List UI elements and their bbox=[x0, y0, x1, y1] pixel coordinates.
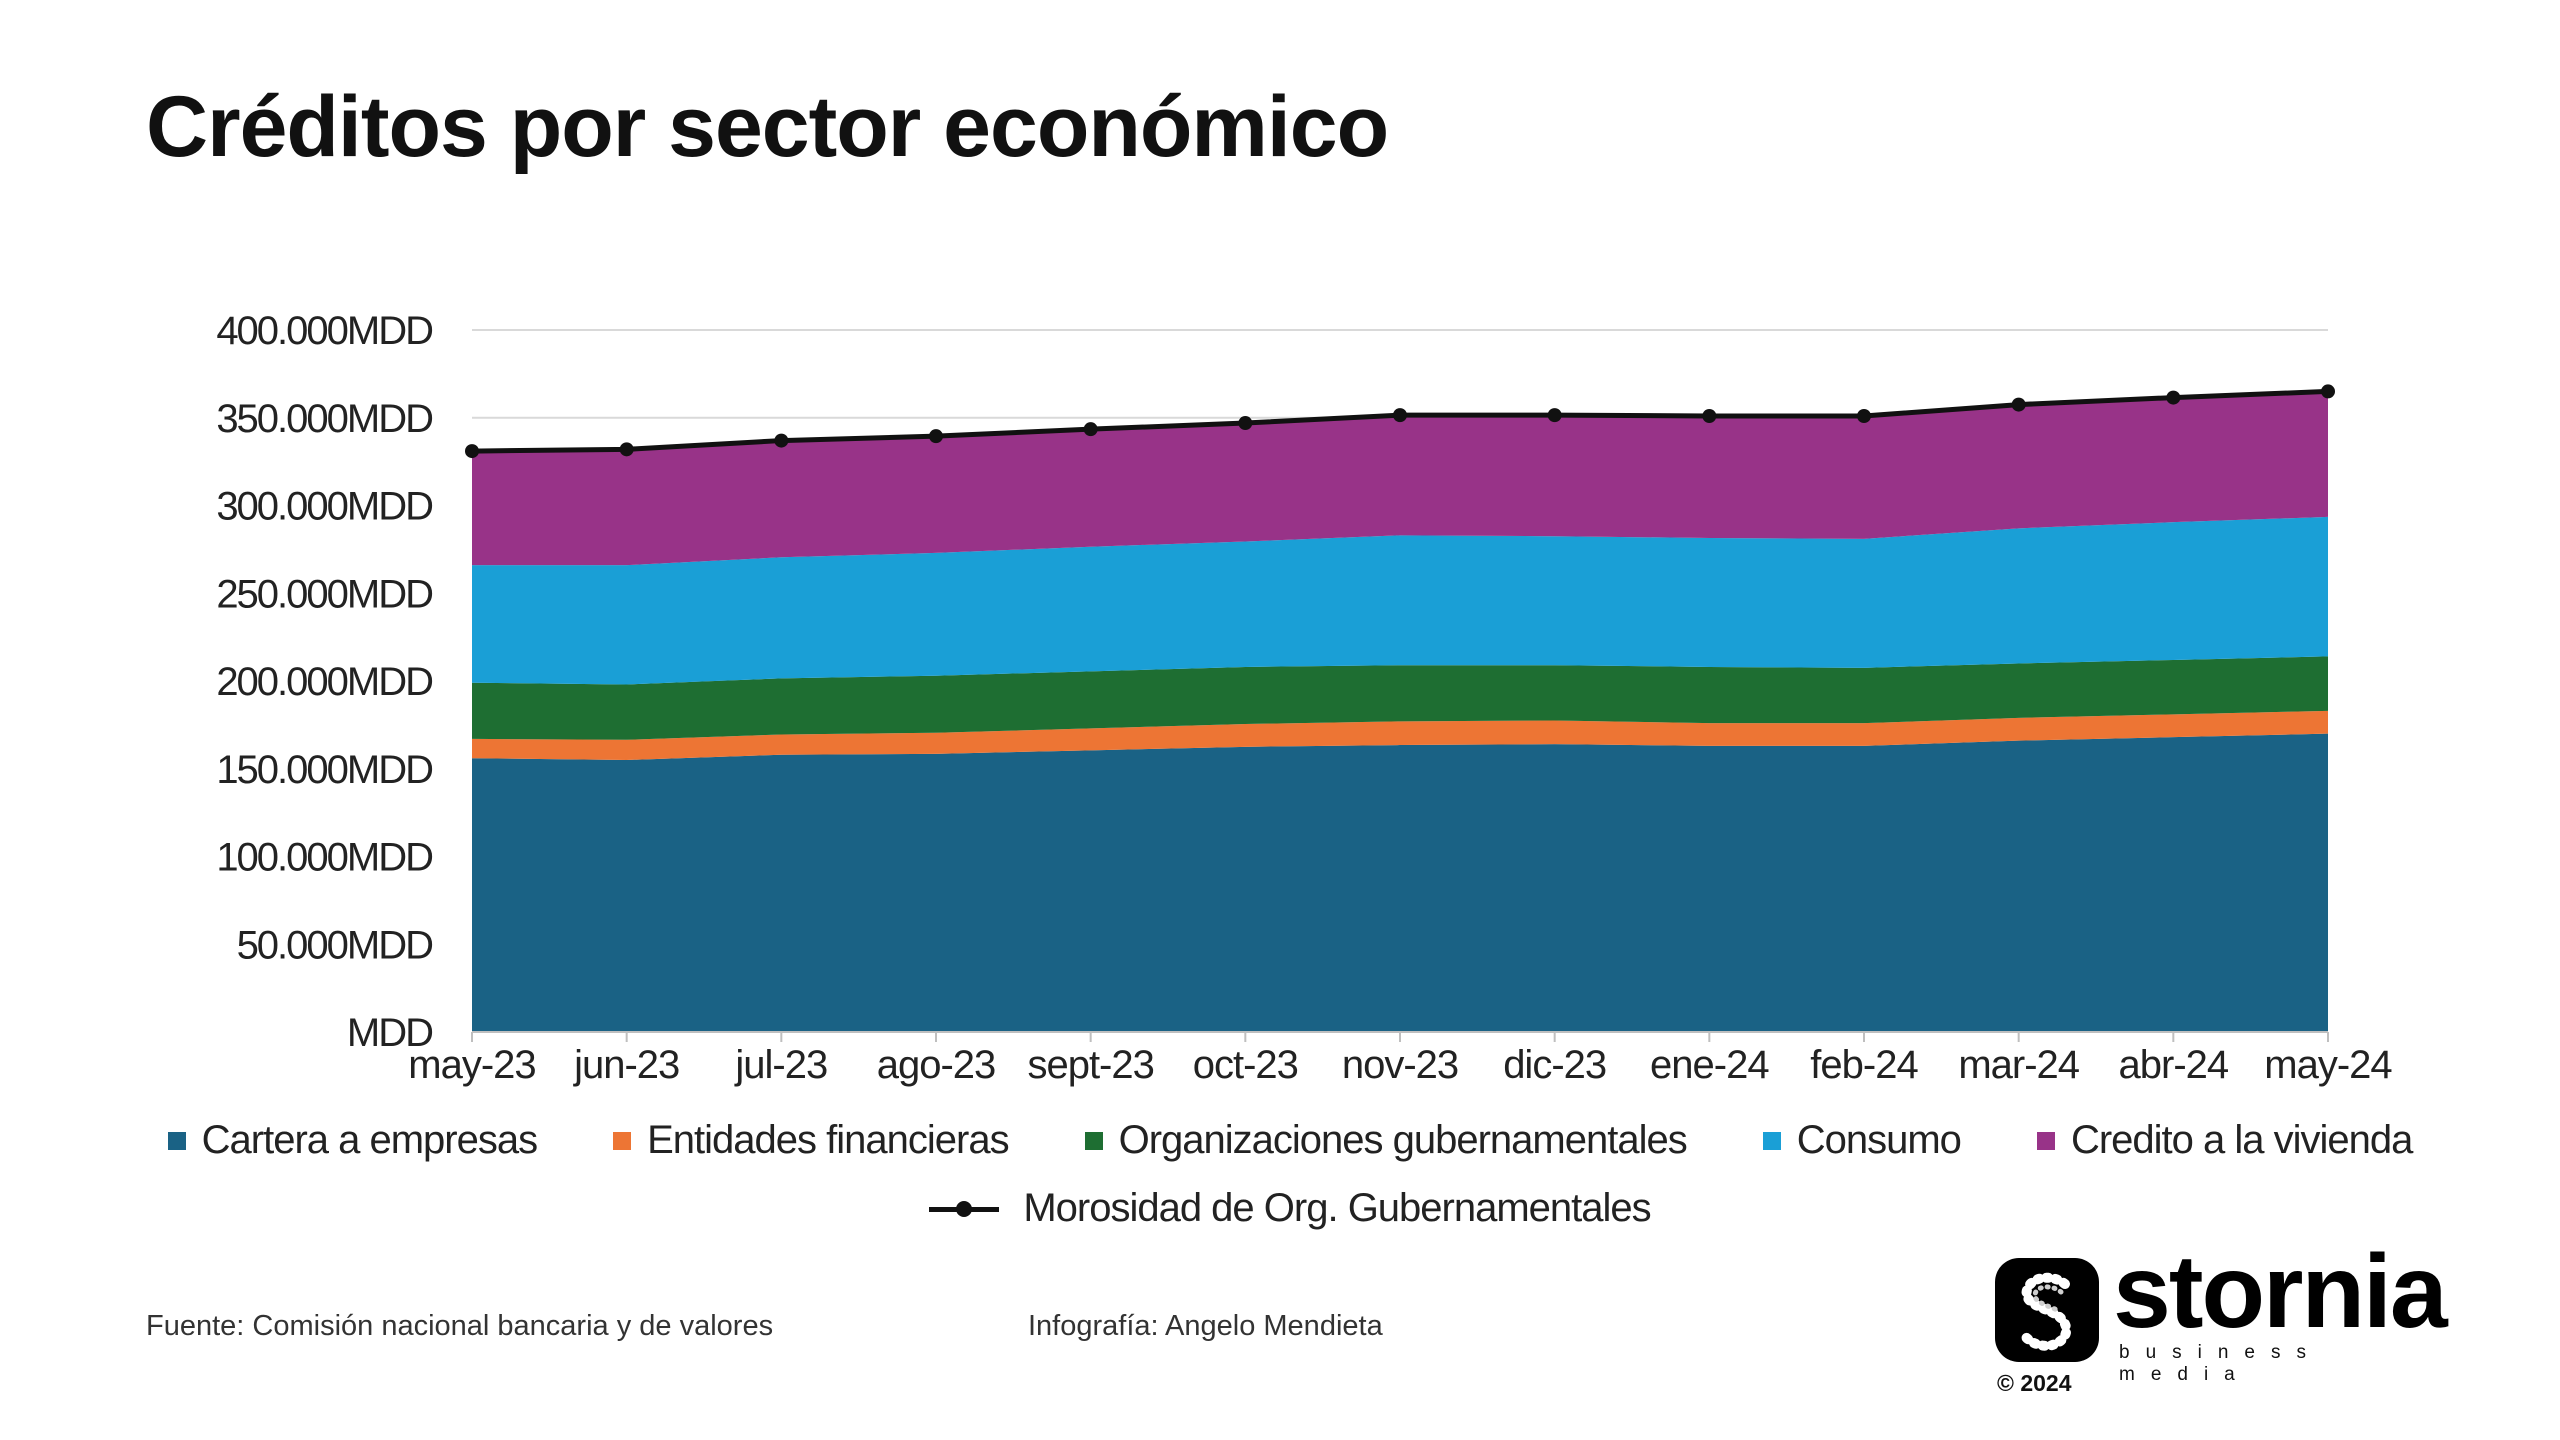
legend-swatch bbox=[2036, 1131, 2055, 1150]
x-tick-label: ago-23 bbox=[877, 1043, 996, 1087]
legend-label: Cartera a empresas bbox=[201, 1118, 538, 1162]
line-series-point bbox=[1083, 422, 1098, 437]
chart-line-series bbox=[465, 384, 2335, 459]
legend-item-2: Organizaciones gubernamentales bbox=[1084, 1118, 1688, 1163]
y-tick-label: 150.000MDD bbox=[216, 748, 432, 792]
line-series-point bbox=[2166, 390, 2181, 405]
chart-legend: Cartera a empresas Entidades financieras O… bbox=[100, 1118, 2480, 1163]
y-tick-label: 350.000MDD bbox=[216, 397, 432, 441]
y-tick-label: 250.000MDD bbox=[216, 572, 432, 616]
legend-item-4: Credito a la vivienda bbox=[2036, 1118, 2413, 1163]
x-tick-label: dic-23 bbox=[1503, 1043, 1606, 1087]
line-series-point bbox=[929, 429, 943, 444]
legend-swatch bbox=[1762, 1131, 1781, 1150]
area-series-0 bbox=[472, 733, 2328, 1032]
legend-item-line: Morosidad de Org. Gubernamentales bbox=[929, 1186, 1652, 1231]
area-series-3 bbox=[472, 516, 2328, 685]
y-axis-ticks: MDD 50.000MDD 100.000MDD 150.000MDD 200.000M… bbox=[216, 309, 434, 1055]
line-series-point bbox=[1547, 408, 1562, 423]
source-note: Fuente: Comisión nacional bancaria y de … bbox=[146, 1310, 774, 1342]
credit-note: Infografía: Angelo Mendieta bbox=[1028, 1310, 1383, 1342]
x-tick-label: jun-23 bbox=[573, 1043, 679, 1087]
legend-line-label: Morosidad de Org. Gubernamentales bbox=[1023, 1186, 1651, 1230]
x-tick-label: feb-24 bbox=[1810, 1043, 1918, 1087]
line-series-point bbox=[1702, 408, 1717, 423]
x-tick-label: may-24 bbox=[2264, 1043, 2392, 1087]
y-tick-label: 200.000MDD bbox=[216, 660, 432, 704]
legend-label: Organizaciones gubernamentales bbox=[1118, 1118, 1688, 1162]
legend-item-1: Entidades financieras bbox=[613, 1118, 1010, 1163]
legend-label: Consumo bbox=[1796, 1118, 1962, 1162]
y-tick-label: 300.000MDD bbox=[216, 485, 432, 529]
stacked-area-chart: MDD 50.000MDD 100.000MDD 150.000MDD 200.000M… bbox=[216, 309, 2393, 1087]
y-tick-label: 50.000MDD bbox=[237, 923, 433, 967]
area-series-4 bbox=[472, 391, 2328, 566]
legend-label: Entidades financieras bbox=[647, 1118, 1009, 1162]
line-series-point bbox=[2011, 397, 2026, 412]
legend-label: Credito a la vivienda bbox=[2070, 1118, 2413, 1162]
page-title: Créditos por sector económico bbox=[146, 79, 1389, 175]
copyright: © 2024 bbox=[1997, 1370, 2072, 1396]
x-tick-label: oct-23 bbox=[1193, 1043, 1298, 1087]
x-tick-label: sept-23 bbox=[1027, 1043, 1153, 1087]
line-series-point bbox=[2321, 384, 2335, 399]
line-series-point bbox=[619, 442, 634, 457]
legend-line-marker-icon bbox=[929, 1199, 1000, 1219]
legend-swatch bbox=[167, 1131, 186, 1150]
x-tick-label: mar-24 bbox=[1958, 1043, 2079, 1087]
x-axis-ticks: may-23 jun-23 jul-23 ago-23 sept-23 oct-23 nov… bbox=[408, 1032, 2393, 1087]
line-series-point bbox=[1393, 408, 1407, 423]
legend-swatch bbox=[613, 1131, 632, 1150]
line-series-point bbox=[774, 433, 789, 448]
stornia-logo-subtitle: business media bbox=[2119, 1342, 2322, 1385]
legend-item-3: Consumo bbox=[1762, 1118, 1962, 1163]
area-series-2 bbox=[472, 656, 2328, 740]
y-tick-label: 400.000MDD bbox=[216, 309, 432, 353]
y-tick-label: 100.000MDD bbox=[216, 836, 432, 880]
legend-swatch bbox=[1084, 1131, 1103, 1150]
x-tick-label: jul-23 bbox=[734, 1043, 827, 1087]
line-series-point bbox=[1238, 416, 1253, 431]
stornia-logo-name: stornia bbox=[2113, 1234, 2448, 1350]
chart-areas bbox=[472, 391, 2328, 1033]
line-series-point bbox=[465, 444, 479, 459]
y-tick-label: MDD bbox=[347, 1011, 432, 1055]
x-tick-label: abr-24 bbox=[2119, 1043, 2229, 1087]
x-tick-label: ene-24 bbox=[1650, 1043, 1769, 1087]
stornia-logo: stornia business media © 2024 bbox=[1995, 1240, 2448, 1398]
chart-legend-line: Morosidad de Org. Gubernamentales bbox=[100, 1186, 2480, 1231]
x-tick-label: nov-23 bbox=[1342, 1043, 1458, 1087]
line-series-point bbox=[1857, 408, 1871, 423]
stornia-logo-mark-icon bbox=[1995, 1258, 2099, 1362]
x-tick-label: may-23 bbox=[408, 1043, 535, 1087]
legend-item-0: Cartera a empresas bbox=[167, 1118, 538, 1163]
